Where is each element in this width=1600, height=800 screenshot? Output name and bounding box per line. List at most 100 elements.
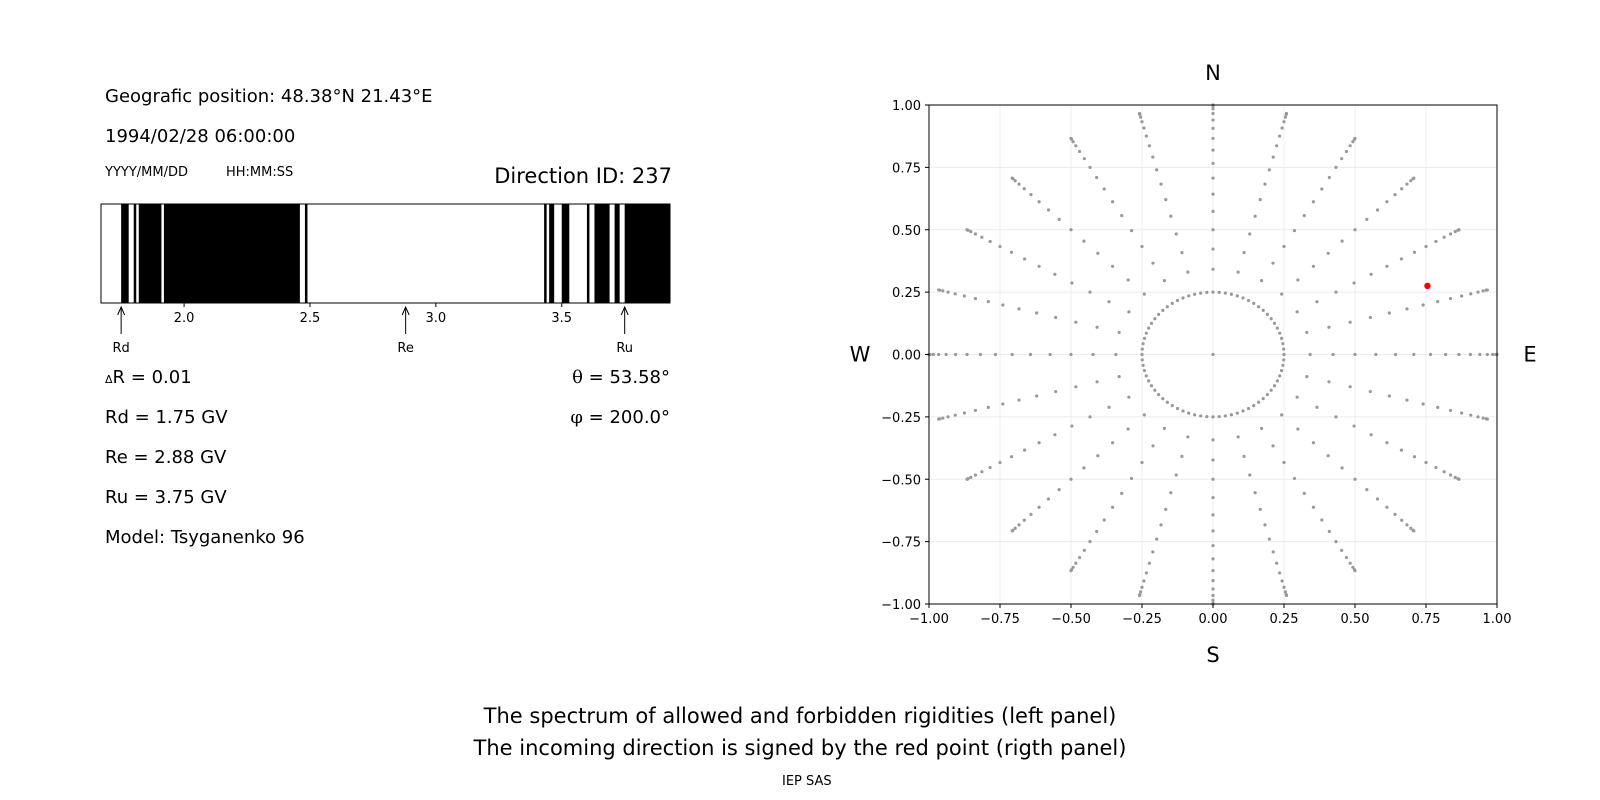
direction-point bbox=[1149, 321, 1154, 325]
direction-point bbox=[1282, 358, 1286, 362]
direction-point bbox=[1257, 400, 1261, 404]
direction-point bbox=[1011, 177, 1015, 181]
direction-point bbox=[1181, 296, 1185, 300]
direction-point bbox=[1142, 336, 1147, 340]
direction-point bbox=[1193, 413, 1197, 417]
direction-point bbox=[1095, 529, 1099, 534]
direction-point bbox=[1405, 307, 1409, 311]
direction-point bbox=[1412, 250, 1417, 254]
direction-west: W bbox=[850, 343, 871, 367]
direction-point bbox=[1476, 290, 1480, 294]
direction-point bbox=[1205, 415, 1209, 419]
direction-point bbox=[1082, 548, 1086, 552]
direction-point bbox=[1110, 200, 1115, 204]
direction-point bbox=[1144, 331, 1148, 335]
spectrum-frame bbox=[100, 203, 671, 304]
direction-point bbox=[1096, 454, 1100, 458]
phi-symbol: φ bbox=[570, 407, 583, 428]
direction-point bbox=[1275, 326, 1279, 330]
direction-point bbox=[1211, 557, 1215, 561]
direction-point bbox=[1252, 403, 1256, 408]
direction-point bbox=[944, 352, 948, 357]
direction-point bbox=[978, 352, 982, 357]
direction-point bbox=[1242, 251, 1246, 255]
y-tick-label: −0.25 bbox=[881, 411, 921, 426]
direction-point bbox=[980, 470, 984, 474]
direction-point bbox=[1442, 470, 1446, 474]
direction-point bbox=[1211, 104, 1215, 108]
direction-point bbox=[1375, 208, 1380, 212]
direction-point bbox=[1126, 278, 1130, 282]
direction-point bbox=[953, 413, 957, 417]
direction-point bbox=[1369, 272, 1373, 276]
direction-point bbox=[1211, 601, 1215, 605]
direction-point bbox=[938, 417, 942, 421]
direction-point bbox=[1326, 251, 1330, 255]
direction-point bbox=[1448, 232, 1453, 236]
direction-point bbox=[1142, 369, 1147, 373]
direction-point bbox=[1278, 331, 1282, 335]
direction-point bbox=[1278, 134, 1282, 138]
direction-point bbox=[1091, 352, 1095, 357]
direction-point bbox=[973, 296, 978, 301]
direction-point bbox=[1353, 228, 1357, 232]
direction-point bbox=[927, 352, 931, 357]
y-tick-label: −0.50 bbox=[881, 473, 921, 488]
direction-point bbox=[1140, 244, 1144, 249]
direction-point bbox=[1151, 261, 1155, 265]
direction-point bbox=[1211, 111, 1215, 116]
direction-point bbox=[1211, 587, 1215, 591]
direction-point bbox=[1327, 380, 1331, 384]
direction-point bbox=[1211, 568, 1215, 573]
direction-point bbox=[1053, 272, 1057, 276]
direction-point bbox=[1340, 548, 1344, 552]
direction-point bbox=[1153, 388, 1157, 392]
direction-point bbox=[966, 228, 970, 232]
direction-point bbox=[1284, 593, 1289, 598]
direction-point bbox=[1340, 157, 1344, 161]
direction-point bbox=[1211, 579, 1215, 583]
spectrum-tick-label: 2.5 bbox=[300, 311, 321, 326]
direction-point bbox=[1186, 435, 1190, 439]
direction-point bbox=[1157, 392, 1161, 397]
re-value: Re = 2.88 GV bbox=[105, 447, 227, 468]
direction-point bbox=[1140, 352, 1144, 357]
direction-point bbox=[1352, 568, 1357, 572]
direction-point bbox=[1144, 134, 1148, 138]
direction-point bbox=[1327, 529, 1331, 534]
direction-point bbox=[1054, 315, 1058, 320]
direction-point bbox=[1320, 518, 1324, 522]
direction-point bbox=[1157, 312, 1161, 317]
direction-point bbox=[1282, 460, 1286, 465]
direction-point bbox=[1211, 192, 1215, 196]
direction-point bbox=[1283, 115, 1287, 119]
direction-point bbox=[1110, 264, 1115, 268]
direction-point bbox=[1139, 115, 1143, 119]
direction-point bbox=[1117, 330, 1121, 335]
ru-value: Ru = 3.75 GV bbox=[105, 487, 227, 508]
date-format-label: YYYY/MM/DD bbox=[105, 165, 188, 180]
direction-point bbox=[1405, 523, 1409, 527]
direction-point bbox=[1147, 144, 1151, 148]
direction-point bbox=[1421, 303, 1425, 307]
direction-point bbox=[1001, 402, 1005, 406]
direction-point bbox=[1211, 602, 1215, 606]
direction-point bbox=[1001, 303, 1005, 307]
direction-point bbox=[1412, 352, 1416, 357]
direction-point bbox=[1284, 592, 1288, 597]
direction-point bbox=[1241, 296, 1245, 300]
direction-point bbox=[1340, 239, 1344, 243]
direction-point bbox=[1327, 175, 1331, 180]
direction-point bbox=[1199, 414, 1203, 418]
direction-point bbox=[1385, 264, 1389, 268]
direction-point bbox=[1284, 111, 1289, 116]
direction-point bbox=[1495, 352, 1499, 357]
direction-point bbox=[1017, 307, 1021, 311]
direction-point bbox=[1022, 187, 1026, 191]
direction-point bbox=[1129, 228, 1134, 233]
direction-point bbox=[1162, 426, 1167, 431]
direction-point bbox=[1235, 411, 1239, 415]
direction-point bbox=[1411, 177, 1415, 181]
direction-point bbox=[1326, 454, 1330, 458]
direction-point bbox=[969, 230, 973, 234]
